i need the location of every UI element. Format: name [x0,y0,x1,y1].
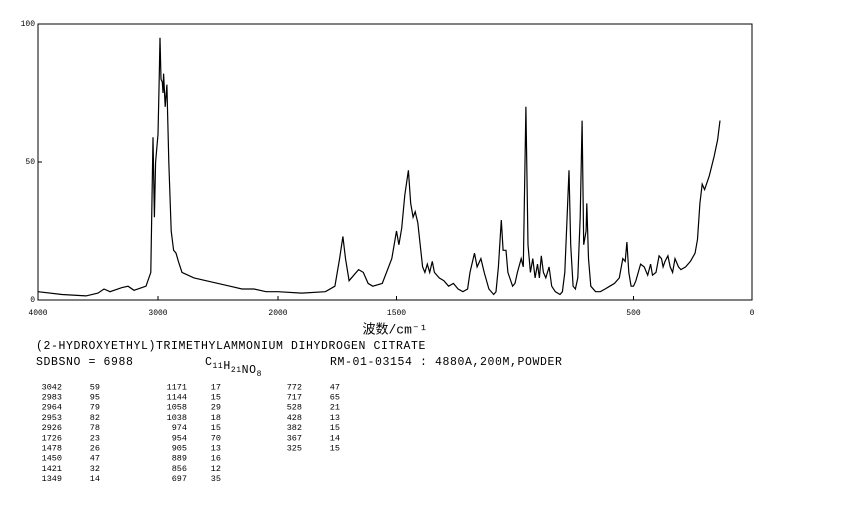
y-tick-label: 100 [21,20,36,29]
peak-wavenumber: 367 [287,433,302,443]
plot-frame [37,23,753,301]
spectrum-line [37,37,721,297]
y-tick-label: 50 [25,158,35,167]
peak-wavenumber: 2964 [42,403,62,413]
peak-intensity: 15 [330,423,340,433]
peak-intensity: 95 [90,392,100,402]
peak-wavenumber: 428 [287,413,302,423]
peak-wavenumber: 856 [172,464,187,474]
peak-wavenumber: 325 [287,443,302,453]
peak-wavenumber: 1421 [42,464,62,474]
y-tick-label: 0 [30,296,35,305]
peak-wavenumber: 2983 [42,392,62,402]
peak-wavenumber: 382 [287,423,302,433]
peak-intensity: 29 [211,403,221,413]
peak-wavenumber: 1171 [167,382,187,392]
peak-wavenumber: 1038 [167,413,187,423]
sdbs-number: SDBSNO = 6988 [36,356,134,369]
x-tick-label: 4000 [28,309,47,318]
peak-intensity: 47 [330,382,340,392]
peak-intensity: 12 [211,464,221,474]
peak-intensity: 15 [211,423,221,433]
peak-intensity: 18 [211,413,221,423]
peak-intensity: 79 [90,403,100,413]
peak-wavenumber: 1726 [42,433,62,443]
peak-wavenumber: 974 [172,423,187,433]
peak-wavenumber: 772 [287,382,302,392]
peak-wavenumber: 1058 [167,403,187,413]
x-tick-label: 3000 [148,309,167,318]
peak-wavenumber: 697 [172,474,187,484]
peak-wavenumber: 954 [172,433,187,443]
x-axis-label: 波数/cm⁻¹ [362,322,427,337]
peak-intensity: 13 [330,413,340,423]
peak-intensity: 15 [211,392,221,402]
peak-wavenumber: 1478 [42,443,62,453]
peak-intensity: 13 [211,443,221,453]
peak-wavenumber: 1450 [42,454,62,464]
peak-wavenumber: 1349 [42,474,62,484]
peak-intensity: 15 [330,443,340,453]
x-tick-label: 500 [626,309,641,318]
peak-intensity: 70 [211,433,221,443]
x-tick-label: 0 [750,309,755,318]
peak-intensity: 35 [211,474,221,484]
peak-wavenumber: 2926 [42,423,62,433]
peak-intensity: 21 [330,403,340,413]
measurement: RM-01-03154 : 4880A,200M,POWDER [330,356,563,369]
peak-intensity: 65 [330,392,340,402]
peak-wavenumber: 2953 [42,413,62,423]
peak-intensity: 59 [90,382,100,392]
peak-intensity: 47 [90,454,100,464]
formula: C11H21NO8 [205,356,262,379]
peak-wavenumber: 889 [172,454,187,464]
peak-intensity: 17 [211,382,221,392]
peak-intensity: 16 [211,454,221,464]
x-tick-label: 2000 [268,309,287,318]
peak-wavenumber: 3042 [42,382,62,392]
peak-wavenumber: 1144 [167,392,187,402]
peak-intensity: 82 [90,413,100,423]
peak-intensity: 32 [90,464,100,474]
peak-wavenumber: 717 [287,392,302,402]
peak-intensity: 26 [90,443,100,453]
peak-intensity: 14 [330,433,340,443]
peak-intensity: 78 [90,423,100,433]
peak-wavenumber: 528 [287,403,302,413]
peak-intensity: 23 [90,433,100,443]
x-tick-label: 1500 [387,309,406,318]
peak-wavenumber: 905 [172,443,187,453]
peak-intensity: 14 [90,474,100,484]
compound-name: (2-HYDROXYETHYL)TRIMETHYLAMMONIUM DIHYDR… [36,340,426,353]
